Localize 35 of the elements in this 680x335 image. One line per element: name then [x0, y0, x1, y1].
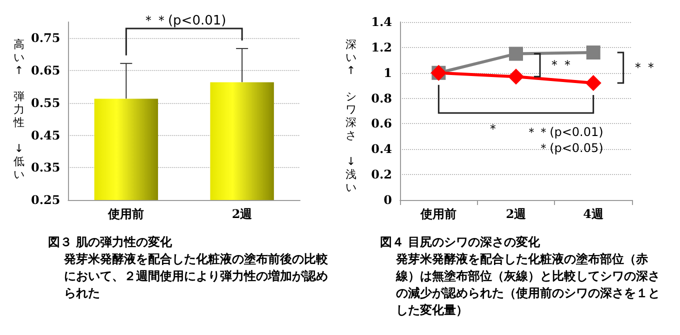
x-tick-label: 使用前 [107, 207, 144, 221]
point [586, 46, 600, 60]
x-tick-label: 2週 [232, 207, 254, 221]
annotation: ＊ [486, 122, 500, 138]
y-tick-label: 1.2 [371, 40, 392, 54]
text: 深い↑ シワ深さ ↓浅い [346, 38, 356, 194]
annotation: ＊＊(p<0.01) [526, 124, 604, 139]
y-tick-label: 0.6 [371, 116, 392, 131]
y-tick-label: 0.35 [30, 160, 60, 175]
y-tick-label: 0.45 [30, 128, 60, 142]
y-tick-label: 0.25 [30, 193, 60, 207]
y-tick-label: 0.4 [371, 142, 392, 156]
y-tick-label: 0 [384, 193, 392, 207]
y-tick-label: 0.55 [30, 96, 60, 110]
annotation: ＊＊ [548, 58, 574, 73]
point [508, 68, 524, 85]
text: 高い↑ 弾力性 ↓低い [14, 38, 24, 181]
y-tick-label: 0.75 [30, 31, 60, 46]
text: 発芽米発酵液を配合した化粧液の塗布部位（赤線）は無塗布部位（灰線）と比較してシワの深さの減少が認められた（使用前のシワの深さを１とした変化量） [394, 251, 661, 319]
y-tick-label: 1.4 [371, 15, 392, 29]
annotation: ＊＊(p<0.01) [142, 14, 226, 29]
y-tick-label: 0.8 [371, 91, 392, 106]
text: 発芽米発酵液を配合した化粧液の塗布前後の比較において、２週間使用により弾力性の増加が認められた [62, 251, 329, 302]
text: 図４ 目尻のシワの深さの変化 [380, 234, 542, 251]
y-tick-label: 0.65 [30, 64, 60, 78]
x-tick-label: 使用前 [420, 207, 457, 221]
point [509, 46, 523, 61]
x-tick-label: 4週 [583, 207, 605, 221]
y-tick-label: 1 [384, 66, 392, 80]
annotation: ＊＊ [631, 60, 658, 76]
annotation: ＊(p<0.05) [538, 140, 604, 155]
y-tick-label: 0.2 [371, 168, 392, 182]
text: 図３ 肌の弾力性の変化 [48, 234, 174, 251]
point [585, 75, 602, 92]
x-tick-label: 2週 [506, 207, 528, 221]
